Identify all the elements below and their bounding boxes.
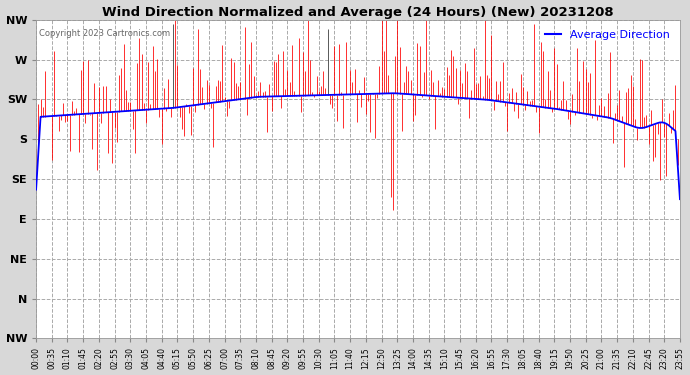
Legend: Average Direction: Average Direction: [540, 25, 674, 44]
Title: Wind Direction Normalized and Average (24 Hours) (New) 20231208: Wind Direction Normalized and Average (2…: [102, 6, 614, 18]
Text: Copyright 2023 Cartronics.com: Copyright 2023 Cartronics.com: [39, 29, 170, 38]
